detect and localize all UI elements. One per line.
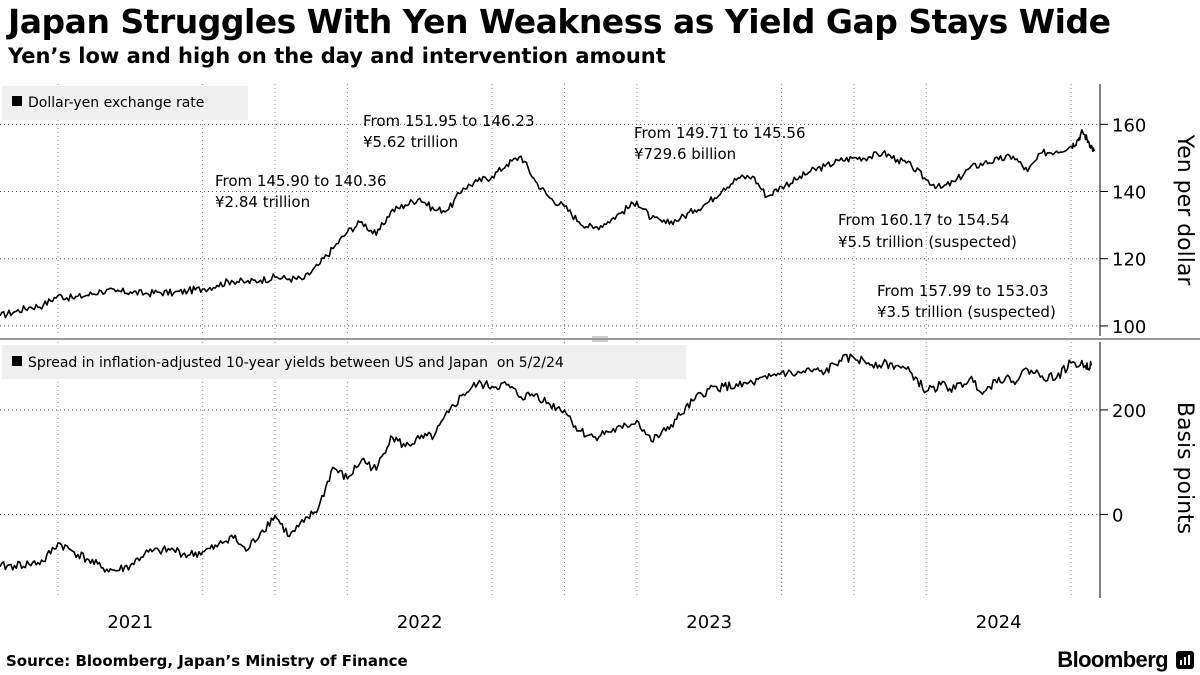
annotation-4-line1: From 160.17 to 154.54 [838, 211, 1010, 229]
legend-spread-swatch [12, 356, 22, 366]
bloomberg-chart-icon [1176, 651, 1194, 669]
annotation-2-line2: ¥5.62 trillion [363, 133, 458, 151]
x-tick-label-2023: 2023 [686, 612, 732, 633]
y-tick-label-top-100: 100 [1112, 317, 1146, 338]
annotation-1-line1: From 145.90 to 140.36 [215, 172, 387, 190]
annotation-1-line2: ¥2.84 trillion [215, 193, 310, 211]
y-tick-label-top-140: 140 [1112, 183, 1146, 204]
spread-axis-title: Basis points [1172, 402, 1197, 534]
legend-spread-box [2, 345, 686, 379]
chart-subtitle: Yen’s low and high on the day and interv… [8, 44, 666, 68]
y-tick-label-top-160: 160 [1112, 115, 1146, 136]
spread-panel: Spread in inflation-adjusted 10-year yie… [0, 342, 1197, 598]
legend-yen-label: Dollar-yen exchange rate [28, 95, 204, 111]
legend-spread-label: Spread in inflation-adjusted 10-year yie… [28, 355, 564, 371]
y-ticks-top: 100 120 140 160 [1100, 115, 1146, 338]
source-note: Source: Bloomberg, Japan’s Ministry of F… [6, 652, 408, 670]
yen-axis-title: Yen per dollar [1172, 134, 1197, 287]
yen-panel: Dollar-yen exchange rate From 145.90 to … [0, 84, 1197, 338]
y-tick-label-bottom-200: 200 [1112, 401, 1146, 422]
y-ticks-bottom: 0 200 [1100, 401, 1146, 526]
spread-series-line [0, 353, 1093, 573]
y-tick-label-top-120: 120 [1112, 250, 1146, 271]
x-tick-label-2024: 2024 [976, 612, 1022, 633]
intervention-annotations: From 145.90 to 140.36 ¥2.84 trillion Fro… [215, 112, 1056, 321]
legend-yen-swatch [12, 96, 22, 106]
yen-series-line [0, 129, 1095, 319]
chart-title: Japan Struggles With Yen Weakness as Yie… [8, 2, 1111, 41]
year-separators-bottom [57, 342, 1072, 598]
bloomberg-logo: Bloomberg [1057, 647, 1168, 672]
annotation-3-line1: From 149.71 to 145.56 [634, 124, 806, 142]
x-tick-label-2021: 2021 [107, 612, 153, 633]
annotation-2-line1: From 151.95 to 146.23 [363, 112, 535, 130]
legend-yen-box [2, 86, 248, 120]
annotation-5-line2: ¥3.5 trillion (suspected) [877, 303, 1056, 321]
gridlines-top [0, 123, 1100, 327]
x-axis-labels: 2021 2022 2023 2024 [107, 612, 1021, 633]
y-tick-label-bottom-0: 0 [1112, 505, 1123, 526]
annotation-5-line1: From 157.99 to 153.03 [877, 282, 1049, 300]
annotation-4-line2: ¥5.5 trillion (suspected) [838, 233, 1017, 251]
gridlines-bottom [0, 409, 1100, 515]
x-tick-label-2022: 2022 [397, 612, 443, 633]
annotation-3-line2: ¥729.6 billion [634, 145, 736, 163]
